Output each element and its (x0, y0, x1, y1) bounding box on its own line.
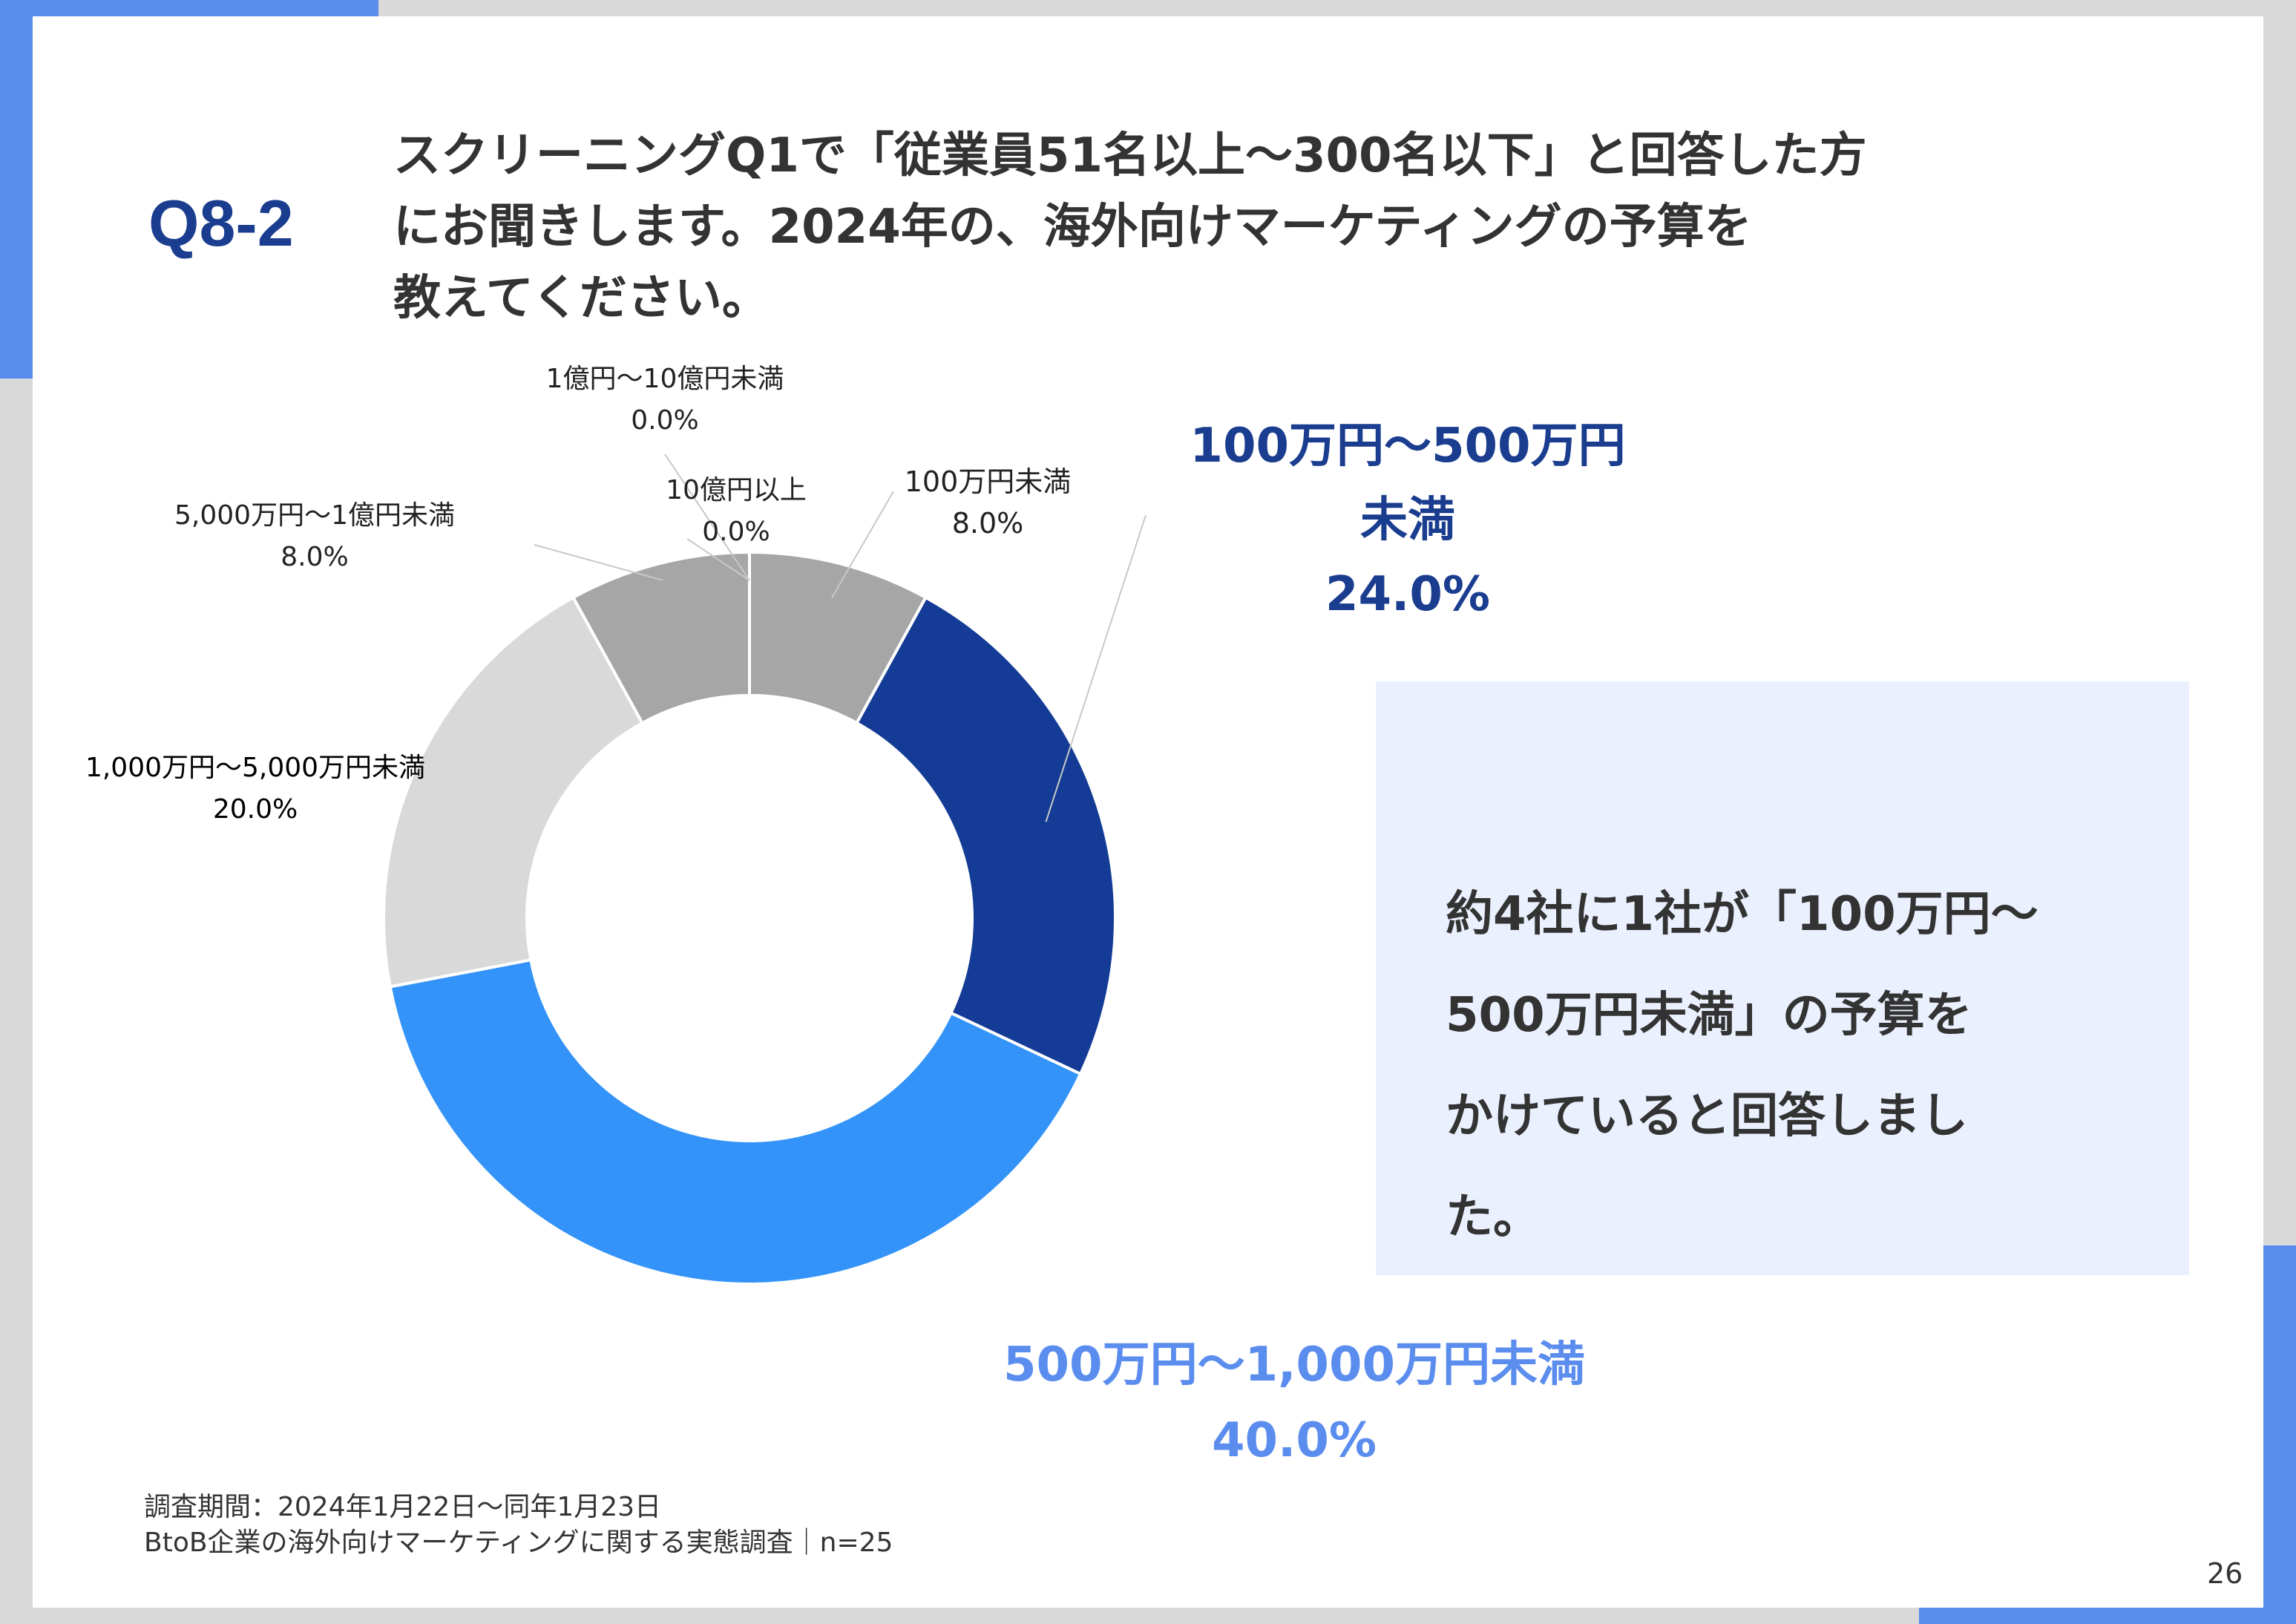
footnote: 調査期間：2024年1月22日〜同年1月23日 BtoB企業の海外向けマーケティ… (144, 1490, 893, 1561)
data-label-category: 100万円〜500万円 (1190, 419, 1625, 474)
leader-line (664, 454, 750, 581)
question-text: スクリーニングQ1で「従業員51名以上〜300名以下」と回答した方 にお聞きしま… (393, 120, 2174, 334)
data-label-value: 24.0% (1325, 567, 1490, 622)
question-line: にお聞きします。2024年の、海外向けマーケティングの予算を (393, 200, 1752, 255)
data-label-value: 40.0% (1212, 1413, 1377, 1468)
callout-line: かけていると回答しまし (1446, 1089, 1968, 1144)
callout-line: 500万円未満」の予算を (1446, 988, 1972, 1043)
question-line: スクリーニングQ1で「従業員51名以上〜300名以下」と回答した方 (393, 128, 1867, 183)
data-label-category: 1,000万円〜5,000万円未満 (85, 753, 425, 783)
data-label-category: 500万円〜1,000万円未満 (1003, 1337, 1585, 1392)
leader-line (686, 538, 750, 581)
donut-slice (382, 595, 645, 989)
data-label-category: 未満 (1360, 493, 1455, 548)
callout-box (1376, 681, 2189, 1275)
data-label-category: 1億円〜10億円未満 (546, 364, 784, 394)
data-label-value: 8.0% (952, 507, 1024, 540)
data-label-value: 0.0% (702, 517, 770, 547)
corner-accent-bottom-right-vertical (2263, 1245, 2296, 1624)
data-label-category: 100万円未満 (905, 465, 1072, 498)
slide: Q8-2 スクリーニングQ1で「従業員51名以上〜300名以下」と回答した方 に… (33, 16, 2263, 1608)
survey-period: 調査期間：2024年1月22日〜同年1月23日 (144, 1492, 662, 1522)
data-label-value: 20.0% (213, 794, 298, 825)
callout-line: た。 (1446, 1190, 1541, 1245)
question-number: Q8-2 (148, 186, 294, 260)
data-label-value: 8.0% (281, 542, 348, 572)
survey-source: BtoB企業の海外向けマーケティングに関する実態調査｜n=25 (144, 1528, 893, 1558)
data-label-category: 5,000万円〜1億円未満 (174, 500, 455, 531)
page-number: 26 (2207, 1557, 2243, 1590)
corner-accent-top-left-vertical (0, 0, 33, 379)
donut-slice (571, 550, 751, 725)
donut-slice (854, 595, 1117, 1076)
donut-chart: 100万円未満 8.0% 100万円〜500万円未満 24.0% 500万円〜1,000… (85, 364, 1626, 1468)
callout-text: 約4社に1社が「100万円〜 500万円未満」の予算を かけていると回答しまし … (1446, 864, 2113, 1268)
data-label-value: 0.0% (631, 405, 698, 436)
leader-line (830, 491, 894, 599)
question-line: 教えてください。 (393, 271, 770, 326)
leader-line (1045, 514, 1147, 822)
data-label-category: 10億円以上 (666, 475, 807, 505)
leader-line (534, 544, 663, 581)
callout-line: 約4社に1社が「100万円〜 (1446, 887, 2038, 942)
donut-slice (388, 957, 1083, 1286)
